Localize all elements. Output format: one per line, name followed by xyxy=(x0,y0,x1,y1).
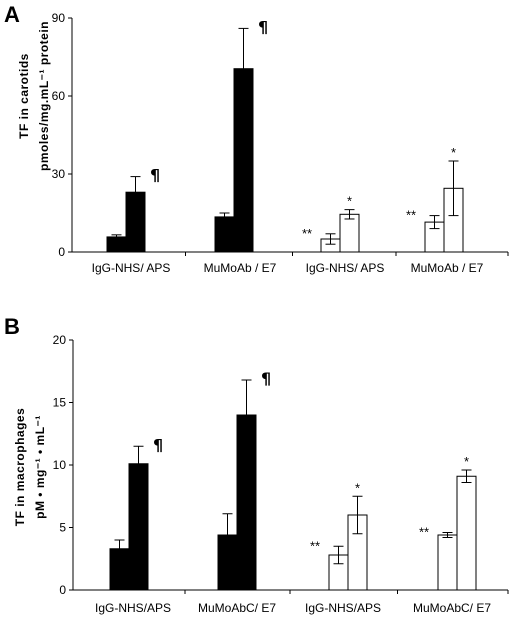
bar xyxy=(128,463,149,591)
significance-mark: * xyxy=(355,480,360,495)
y-tick-label: 90 xyxy=(52,11,66,25)
panel-letter-b: B xyxy=(4,314,20,339)
bar xyxy=(456,475,477,591)
y-axis-label-line2: pmoles/mg.mL⁻¹ protein xyxy=(37,21,51,171)
bar xyxy=(437,534,458,591)
y-tick-label: 0 xyxy=(58,245,65,259)
y-tick-label: 60 xyxy=(52,89,66,103)
y-tick-label: 30 xyxy=(52,167,66,181)
bar xyxy=(339,213,360,253)
y-tick-label: 10 xyxy=(53,458,67,472)
category-label: IgG-NHS/ APS xyxy=(92,261,171,275)
y-axis-label-line1: TF in macrophages xyxy=(13,408,27,527)
category-label: MuMoAbC/ E7 xyxy=(198,601,276,615)
significance-mark: * xyxy=(347,194,352,209)
significance-mark: * xyxy=(451,145,456,160)
significance-mark: ¶ xyxy=(261,369,271,388)
y-axis-label-line1: TF in carotids xyxy=(17,53,31,139)
significance-mark: ¶ xyxy=(153,435,163,454)
category-label: MuMoAb / E7 xyxy=(204,261,277,275)
significance-mark: ** xyxy=(406,208,416,223)
y-tick-label: 5 xyxy=(59,521,66,535)
category-label: MuMoAb / E7 xyxy=(411,261,484,275)
category-label: MuMoAbC/ E7 xyxy=(413,601,491,615)
significance-mark: ¶ xyxy=(150,166,160,185)
significance-mark: ¶ xyxy=(258,17,268,36)
y-axis-label-line2: pM • mg⁻¹ • mL⁻¹ xyxy=(33,415,47,519)
bar xyxy=(214,216,235,253)
significance-mark: ** xyxy=(419,525,429,540)
y-tick-label: 0 xyxy=(59,583,66,597)
category-label: IgG-NHS/APS xyxy=(95,601,171,615)
category-label: IgG-NHS/ APS xyxy=(306,261,385,275)
significance-mark: ** xyxy=(302,226,312,241)
y-tick-label: 20 xyxy=(53,333,67,347)
panel-b: B TF in macrophages pM • mg⁻¹ • mL⁻¹ 0 5 1… xyxy=(4,314,509,615)
category-label: IgG-NHS/APS xyxy=(305,601,381,615)
panel-a: A TF in carotids pmoles/mg.mL⁻¹ protein … xyxy=(4,2,509,275)
significance-mark: * xyxy=(464,454,469,469)
significance-mark: ** xyxy=(310,538,320,553)
y-tick-label: 15 xyxy=(53,396,67,410)
panel-letter-a: A xyxy=(4,2,20,27)
